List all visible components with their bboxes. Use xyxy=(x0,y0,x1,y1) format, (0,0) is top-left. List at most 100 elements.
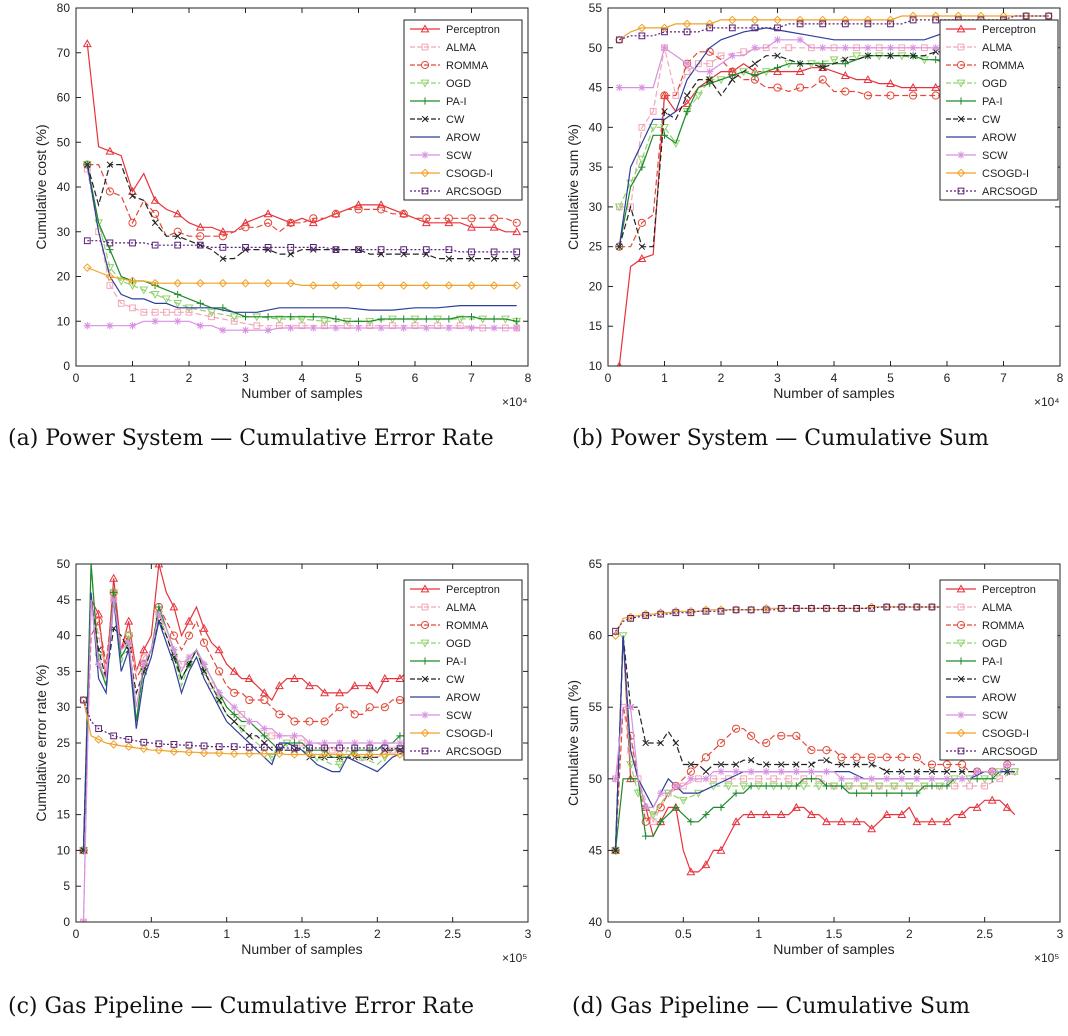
series-point-pa-i xyxy=(853,789,861,797)
series-point-arcsogd xyxy=(287,244,295,251)
series-point-romma xyxy=(792,731,801,740)
series-point-alma xyxy=(981,782,989,790)
legend-marker-ogd xyxy=(420,639,430,648)
legend-marker-pa-i xyxy=(957,657,965,665)
caption-b: (b) Power System — Cumulative Sum xyxy=(572,426,989,451)
series-point-csogd-i xyxy=(365,750,375,759)
x-tick-label: 1 xyxy=(223,927,230,941)
series-point-scw xyxy=(853,775,861,783)
series-point-arcsogd xyxy=(868,605,876,612)
series-point-arcsogd xyxy=(377,246,385,254)
series-point-perceptron xyxy=(154,564,164,568)
y-tick-label: 10 xyxy=(57,843,71,857)
series-point-alma xyxy=(951,782,958,790)
y-axis-label: Cumulative cost (%) xyxy=(33,124,49,249)
series-point-pa-i xyxy=(155,603,163,611)
series-point-csogd-i xyxy=(290,750,299,759)
series-point-cw xyxy=(943,768,951,775)
series-point-perceptron xyxy=(184,616,194,625)
series-point-cw xyxy=(106,161,114,168)
series-point-perceptron xyxy=(244,673,254,682)
series-point-pa-i xyxy=(706,79,714,88)
series-point-perceptron xyxy=(912,817,922,826)
x-tick-label: 5 xyxy=(355,371,362,385)
series-point-csogd-i xyxy=(150,278,160,288)
series-point-romma xyxy=(215,667,224,676)
legend-label-arow: AROW xyxy=(982,132,1017,144)
series-point-romma xyxy=(927,760,937,769)
series-point-perceptron xyxy=(286,218,296,227)
series-point-alma xyxy=(661,44,668,52)
x-axis-label: Number of samples xyxy=(241,941,362,957)
x-tick-label: 4 xyxy=(299,371,306,385)
series-point-romma xyxy=(241,223,250,232)
series-point-pa-i xyxy=(467,313,476,321)
series-point-perceptron xyxy=(686,867,696,876)
series-group-a xyxy=(82,39,522,334)
series-point-cw xyxy=(185,661,193,668)
series-point-arcsogd xyxy=(898,603,906,611)
series-point-perceptron xyxy=(942,817,952,826)
series-point-ogd xyxy=(274,315,284,324)
series-point-csogd-i xyxy=(263,278,273,288)
series-point-csogd-i xyxy=(82,263,92,272)
series-point-arcsogd xyxy=(155,740,163,748)
legend-label-cw: CW xyxy=(982,674,1001,686)
series-line-cw xyxy=(614,635,1015,851)
series-point-arcsogd xyxy=(185,741,193,749)
series-point-cw xyxy=(264,246,272,253)
series-point-scw xyxy=(106,322,114,330)
series-point-perceptron xyxy=(882,809,892,818)
series-point-romma xyxy=(399,209,408,218)
series-point-arcsogd xyxy=(276,743,283,751)
series-point-alma xyxy=(268,732,276,740)
series-point-romma xyxy=(335,703,344,712)
series-point-arcsogd xyxy=(125,736,133,743)
legend-label-csogd-i: CSOGD-I xyxy=(982,728,1029,740)
series-point-cw xyxy=(793,761,800,768)
series-point-arcsogd xyxy=(702,607,710,615)
series-point-perceptron xyxy=(837,817,846,826)
series-point-cw xyxy=(230,718,238,725)
series-point-cw xyxy=(808,761,815,768)
series-point-arcsogd xyxy=(170,741,178,748)
series-point-cw xyxy=(774,52,781,59)
series-point-csogd-i xyxy=(195,278,205,288)
y-tick-label: 65 xyxy=(589,557,603,571)
series-point-romma xyxy=(151,209,160,218)
series-point-pa-i xyxy=(717,803,725,812)
series-point-cw xyxy=(246,732,253,740)
series-point-pa-i xyxy=(728,72,736,80)
series-point-alma xyxy=(634,775,642,783)
series-point-arcsogd xyxy=(291,744,298,752)
legend-label-ogd: OGD xyxy=(982,638,1007,650)
series-point-cw xyxy=(468,255,475,262)
legend-label-pa-i: PA-I xyxy=(982,656,1003,668)
legend-label-perceptron: Perceptron xyxy=(446,584,500,596)
series-point-romma xyxy=(841,87,850,96)
x-tick-label: 3 xyxy=(774,371,781,385)
legend-label-ogd: OGD xyxy=(446,78,471,90)
x-tick-label: 1 xyxy=(129,371,136,385)
series-point-csogd-i xyxy=(489,281,499,290)
series-point-perceptron xyxy=(331,209,341,218)
series-point-ogd xyxy=(207,308,217,317)
x-axis-label: Number of samples xyxy=(773,385,894,401)
caption-d: (d) Gas Pipeline — Cumulative Sum xyxy=(572,994,971,1019)
series-point-csogd-i xyxy=(169,747,179,756)
series-point-perceptron xyxy=(354,200,363,209)
legend-marker-alma xyxy=(421,603,429,611)
series-point-ogd xyxy=(648,811,658,820)
series-point-romma xyxy=(750,75,760,84)
series-point-romma xyxy=(837,753,846,762)
series-point-pa-i xyxy=(868,789,876,797)
series-point-perceptron xyxy=(931,82,941,91)
series-point-romma xyxy=(218,232,228,241)
series-point-arcsogd xyxy=(838,605,845,612)
series-point-csogd-i xyxy=(139,744,149,754)
series-point-csogd-i xyxy=(931,11,941,21)
y-tick-label: 55 xyxy=(589,1,603,15)
series-point-csogd-i xyxy=(773,15,782,25)
series-point-pa-i xyxy=(928,782,936,790)
